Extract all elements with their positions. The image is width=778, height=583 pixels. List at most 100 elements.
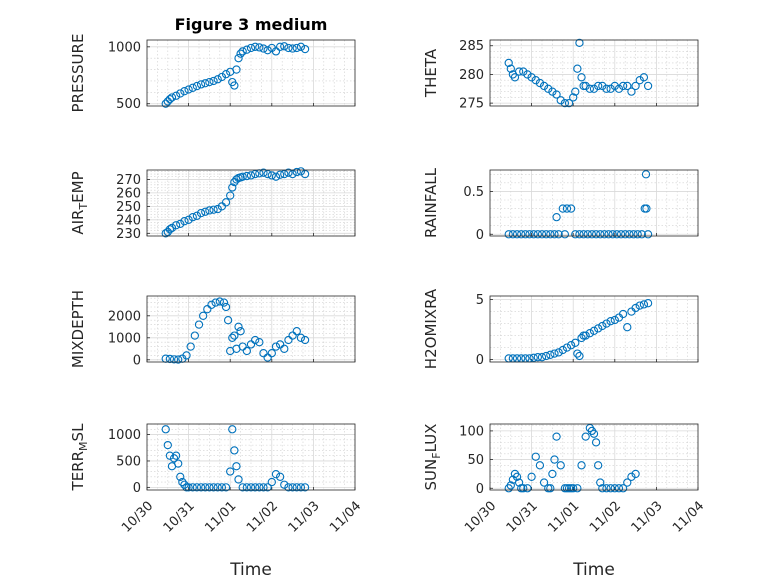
data-point xyxy=(217,72,227,82)
data-point xyxy=(627,87,636,96)
x-tick-label: 11/01 xyxy=(202,499,239,536)
data-point xyxy=(519,484,528,493)
data-point xyxy=(508,230,518,239)
data-point xyxy=(560,98,570,108)
data-point xyxy=(623,81,632,91)
data-point xyxy=(542,351,551,361)
data-point xyxy=(529,230,538,239)
x-tick-label: 11/01 xyxy=(545,499,582,536)
y-axis-label: PRESSURE xyxy=(69,34,87,113)
data-point xyxy=(188,483,197,492)
data-point xyxy=(251,42,260,51)
data-point xyxy=(169,454,179,463)
data-point xyxy=(167,93,177,102)
data-point xyxy=(221,483,231,492)
subplot-2: 275 280 285 THETA xyxy=(422,38,699,112)
data-point xyxy=(271,47,281,56)
data-point xyxy=(539,81,549,91)
data-point xyxy=(192,211,202,220)
data-point xyxy=(504,230,513,239)
data-point xyxy=(196,80,206,89)
data-point xyxy=(602,484,611,493)
data-point xyxy=(236,327,245,336)
data-point xyxy=(284,335,293,345)
data-point xyxy=(560,230,570,239)
data-point xyxy=(275,42,285,51)
x-axis-label-left: Time xyxy=(229,560,272,580)
data-point xyxy=(201,79,210,88)
data-point xyxy=(184,483,193,492)
data-point xyxy=(263,483,272,492)
data-point xyxy=(169,355,179,364)
data-point xyxy=(573,349,582,358)
data-point xyxy=(562,343,572,352)
data-point xyxy=(180,480,189,489)
data-point xyxy=(643,299,653,308)
data-point xyxy=(596,478,605,487)
y-tick-label: 0 xyxy=(476,353,484,368)
data-point xyxy=(171,221,181,230)
y-tick-label: 1000 xyxy=(108,331,141,346)
data-point xyxy=(182,483,191,492)
data-point xyxy=(612,230,622,239)
data-point xyxy=(623,323,632,332)
data-point xyxy=(163,440,172,450)
y-tick-label: 0.5 xyxy=(463,185,484,200)
data-point xyxy=(223,316,233,325)
data-point xyxy=(209,76,218,86)
data-point xyxy=(527,472,536,481)
subplot-1: 500 1000 PRESSURE xyxy=(69,34,356,113)
data-point xyxy=(514,67,524,76)
data-point xyxy=(263,353,272,362)
data-point xyxy=(180,217,189,226)
data-point xyxy=(192,483,202,492)
data-point xyxy=(165,354,175,364)
data-point xyxy=(548,469,557,479)
data-point xyxy=(598,321,607,331)
data-point xyxy=(573,64,582,73)
x-tick-label: 11/02 xyxy=(244,499,281,536)
x-tick-label: 10/30 xyxy=(119,499,156,536)
data-point xyxy=(267,349,276,358)
data-point xyxy=(263,169,272,179)
data-point xyxy=(236,49,245,58)
data-point xyxy=(558,204,567,213)
data-point xyxy=(246,43,256,53)
data-point xyxy=(631,469,640,479)
y-tick-label: 270 xyxy=(116,173,141,188)
axes-frame xyxy=(146,423,356,491)
data-point xyxy=(639,73,649,82)
data-point xyxy=(221,198,231,207)
data-point xyxy=(623,478,632,487)
data-point xyxy=(564,484,574,493)
data-point xyxy=(606,484,615,493)
y-axis-label: AIRTEMP xyxy=(69,171,90,234)
figure-title: Figure 3 medium xyxy=(175,15,328,34)
data-point xyxy=(275,472,285,481)
data-point xyxy=(554,230,563,239)
data-point xyxy=(280,169,289,179)
data-point xyxy=(246,340,256,349)
data-point xyxy=(577,73,586,82)
data-point xyxy=(255,483,264,492)
data-point xyxy=(512,230,522,239)
data-point xyxy=(186,342,195,351)
data-point xyxy=(165,95,175,104)
data-point xyxy=(544,484,553,493)
data-point xyxy=(205,483,214,492)
data-point xyxy=(205,206,214,215)
subplot-8: 0 50 100 10/30 10/31 11/01 11/02 11/03 11/04 SUNF… xyxy=(422,424,707,536)
data-point xyxy=(234,54,243,63)
data-point xyxy=(230,331,239,340)
data-point xyxy=(217,483,227,492)
data-point xyxy=(180,87,189,96)
data-point xyxy=(161,99,170,108)
y-tick-label: 285 xyxy=(459,39,484,54)
data-point xyxy=(585,329,594,338)
data-point xyxy=(554,348,563,357)
data-point xyxy=(521,230,530,239)
data-point xyxy=(242,171,251,181)
x-tick-label: 11/03 xyxy=(629,499,666,536)
data-point xyxy=(280,480,289,489)
